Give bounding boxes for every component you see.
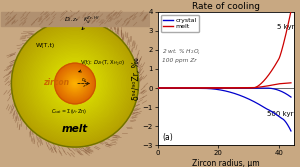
Circle shape [16, 25, 134, 142]
Circle shape [15, 24, 135, 143]
Circle shape [61, 70, 88, 97]
Circle shape [37, 46, 113, 121]
Text: melt: melt [62, 124, 88, 134]
Circle shape [54, 62, 96, 105]
Circle shape [36, 44, 114, 123]
Circle shape [33, 42, 117, 125]
Circle shape [63, 71, 87, 96]
Circle shape [73, 82, 77, 85]
Circle shape [60, 68, 90, 99]
Text: 100 ppm Zr: 100 ppm Zr [162, 58, 197, 63]
Circle shape [63, 71, 87, 96]
Circle shape [20, 29, 130, 138]
Circle shape [65, 74, 85, 93]
Circle shape [66, 75, 84, 92]
Circle shape [34, 43, 116, 124]
Title: Rate of cooling: Rate of cooling [192, 2, 260, 11]
Y-axis label: δ⁹⁴/⁹⁰Zr, ‰: δ⁹⁴/⁹⁰Zr, ‰ [132, 57, 141, 100]
Circle shape [74, 82, 76, 85]
Circle shape [58, 66, 92, 101]
Circle shape [74, 83, 76, 84]
Text: $D_{i,Zr}$: $D_{i,Zr}$ [64, 16, 80, 24]
Circle shape [71, 80, 79, 87]
Circle shape [65, 74, 85, 93]
Circle shape [70, 79, 80, 88]
Circle shape [69, 78, 81, 89]
Circle shape [18, 26, 132, 141]
Circle shape [56, 65, 94, 102]
Circle shape [68, 76, 82, 91]
Text: V(t): $D_{Zr}$(T, X$_{H_2O}$): V(t): $D_{Zr}$(T, X$_{H_2O}$) [79, 58, 125, 72]
Text: $r_c$: $r_c$ [81, 76, 88, 85]
Circle shape [73, 81, 77, 86]
Bar [1, 12, 149, 26]
Circle shape [22, 30, 128, 137]
Circle shape [14, 23, 136, 144]
Circle shape [38, 47, 112, 120]
Circle shape [67, 75, 83, 92]
Circle shape [68, 76, 82, 91]
Circle shape [70, 79, 80, 88]
Circle shape [61, 70, 89, 97]
Circle shape [74, 83, 76, 84]
Circle shape [1, 10, 149, 157]
Circle shape [72, 80, 78, 87]
Text: 500 kyr: 500 kyr [267, 111, 293, 117]
Circle shape [32, 40, 118, 127]
Text: W(T,t): W(T,t) [36, 43, 55, 48]
Text: 2 wt. % H$_2$O,: 2 wt. % H$_2$O, [162, 47, 201, 56]
Circle shape [64, 73, 86, 94]
Circle shape [13, 21, 137, 146]
Circle shape [44, 52, 106, 115]
Circle shape [26, 34, 124, 133]
X-axis label: Zircon radius, μm: Zircon radius, μm [192, 159, 260, 167]
Circle shape [67, 75, 83, 92]
Text: $C_{sat}$ = $\Sigma$($\nu_i$·Zn): $C_{sat}$ = $\Sigma$($\nu_i$·Zn) [50, 107, 87, 116]
Circle shape [19, 28, 131, 139]
Text: zircon: zircon [43, 78, 69, 87]
Circle shape [56, 64, 94, 103]
Text: 5 kyr: 5 kyr [277, 24, 295, 30]
Circle shape [11, 20, 139, 147]
Legend: crystal, melt: crystal, melt [160, 15, 200, 32]
Circle shape [46, 55, 104, 112]
Text: (a): (a) [162, 133, 173, 142]
Circle shape [28, 37, 122, 130]
Circle shape [31, 39, 119, 128]
Circle shape [52, 61, 98, 106]
Circle shape [23, 32, 127, 135]
Circle shape [55, 63, 95, 104]
Circle shape [47, 56, 103, 111]
Circle shape [40, 48, 110, 119]
Circle shape [55, 64, 95, 103]
Circle shape [64, 72, 86, 95]
Circle shape [57, 66, 93, 101]
Circle shape [51, 60, 99, 107]
Circle shape [58, 66, 92, 101]
Circle shape [60, 69, 90, 98]
Circle shape [59, 67, 91, 100]
Circle shape [41, 49, 109, 118]
Circle shape [45, 53, 105, 114]
Circle shape [69, 78, 81, 89]
Circle shape [42, 51, 108, 116]
Circle shape [50, 58, 100, 109]
Circle shape [24, 33, 126, 134]
Circle shape [60, 69, 90, 98]
Circle shape [62, 70, 88, 97]
Circle shape [49, 57, 101, 110]
Circle shape [27, 35, 123, 132]
Circle shape [72, 80, 78, 87]
Circle shape [56, 65, 94, 102]
Circle shape [69, 77, 81, 90]
Text: $K_d^{Zr, Hf}$: $K_d^{Zr, Hf}$ [82, 15, 100, 29]
Circle shape [29, 38, 121, 129]
Circle shape [64, 73, 86, 94]
Circle shape [59, 67, 91, 100]
